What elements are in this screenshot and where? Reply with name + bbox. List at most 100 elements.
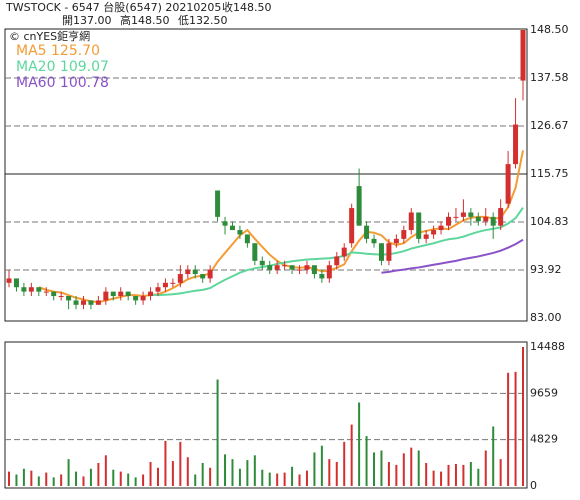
volume-panel: [4, 341, 528, 489]
volume-bar: [209, 467, 212, 486]
volume-bar: [440, 471, 443, 486]
candle-body: [475, 216, 481, 222]
y-tick-label: 9659: [530, 386, 558, 399]
volume-bar: [134, 477, 137, 486]
volume-bar: [484, 450, 487, 486]
volume-bar: [89, 468, 92, 486]
volume-bar: [335, 462, 338, 486]
y-tick-label: 14488: [530, 340, 565, 353]
candle-body: [103, 291, 109, 301]
candle-body: [304, 265, 310, 270]
header-open: 開137.00: [62, 14, 112, 27]
candle-body: [215, 190, 221, 217]
ma-line: [38, 150, 524, 304]
candle-body: [349, 208, 355, 244]
candle-body: [207, 269, 213, 279]
volume-bar: [298, 474, 301, 486]
volume-bar: [291, 466, 294, 486]
volume-bar: [313, 452, 316, 486]
volume-bar: [156, 467, 159, 486]
volume-bar: [194, 474, 197, 486]
volume-bar: [15, 474, 18, 486]
candle-body: [73, 300, 79, 305]
legend-entry: MA5 125.70: [16, 43, 100, 59]
volume-bar: [343, 441, 346, 486]
candle-body: [140, 296, 146, 301]
header-low: 低132.50: [178, 14, 228, 27]
candle-body: [460, 212, 466, 217]
candle-body: [498, 208, 504, 226]
y-tick-label: 83.00: [530, 311, 562, 324]
volume-bar: [462, 464, 465, 486]
volume-bar: [112, 469, 115, 486]
candle-body: [423, 234, 429, 239]
header-close: 收148.50: [222, 0, 272, 14]
candle-body: [483, 216, 489, 222]
candle-body: [438, 225, 444, 231]
candle-body: [326, 265, 332, 279]
candle-body: [319, 274, 325, 279]
y-tick-label: 115.75: [530, 167, 569, 180]
candle-body: [431, 230, 437, 235]
legend-entry: MA20 109.07: [16, 59, 109, 75]
candle-body: [88, 300, 94, 305]
candle-body: [118, 291, 124, 297]
candle-body: [200, 274, 206, 279]
volume-bar: [104, 455, 107, 486]
volume-bar: [395, 464, 398, 486]
candle-body: [505, 164, 511, 204]
candle-body: [371, 238, 377, 244]
candle-body: [177, 274, 183, 283]
candle-body: [6, 278, 12, 283]
volume-bar: [171, 461, 174, 486]
volume-bar: [425, 462, 428, 486]
volume-bar: [454, 463, 457, 486]
volume-bar: [365, 436, 368, 486]
volume-bar: [82, 476, 85, 486]
ma-line: [150, 207, 524, 297]
volume-bar: [507, 372, 510, 486]
candle-body: [21, 287, 27, 292]
candle-body: [490, 216, 496, 226]
volume-bar: [216, 379, 219, 486]
volume-bar: [328, 459, 331, 486]
legend-entry: MA60 100.78: [16, 75, 109, 91]
candle-body: [386, 243, 392, 261]
candle-body: [393, 238, 399, 244]
volume-bar: [492, 426, 495, 486]
candle-body: [148, 291, 154, 297]
volume-bar: [373, 452, 376, 486]
candle-body: [282, 265, 288, 267]
candle-body: [446, 216, 452, 226]
volume-bar: [261, 469, 264, 486]
volume-bar: [179, 441, 182, 486]
candle-body: [110, 291, 116, 297]
candle-body: [28, 287, 34, 292]
y-tick-label: 126.67: [530, 119, 569, 132]
candle-body: [13, 278, 19, 288]
volume-bar: [305, 470, 308, 486]
volume-bar: [52, 477, 55, 486]
candle-body: [125, 291, 131, 297]
y-tick-label: 137.58: [530, 71, 569, 84]
volume-bar: [432, 470, 435, 486]
candle-body: [229, 225, 235, 231]
candle-body: [244, 234, 250, 244]
volume-bar: [67, 459, 70, 486]
y-tick-label: 0: [530, 479, 537, 492]
y-tick-label: 4829: [530, 433, 558, 446]
volume-bar: [164, 440, 167, 486]
volume-bar: [447, 464, 450, 486]
volume-bar: [149, 462, 152, 486]
candle-body: [297, 269, 303, 271]
volume-bar: [22, 468, 25, 486]
volume-bar: [246, 460, 249, 486]
volume-bar: [142, 474, 145, 486]
candle-body: [155, 287, 161, 292]
candle-body: [95, 300, 101, 305]
candle-body: [274, 265, 280, 270]
y-tick-label: 104.83: [530, 215, 569, 228]
candle-body: [513, 124, 519, 165]
volume-bar: [75, 471, 78, 486]
